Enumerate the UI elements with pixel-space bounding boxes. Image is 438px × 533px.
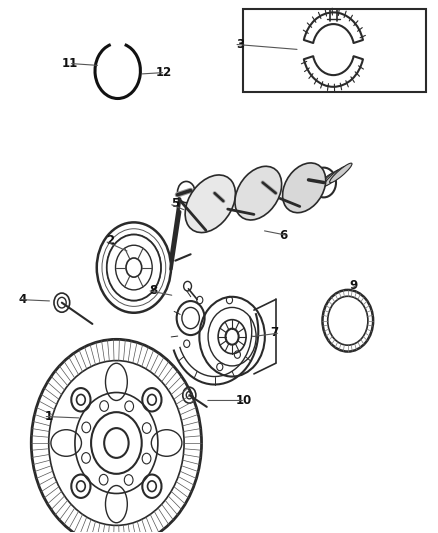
Ellipse shape <box>185 175 235 232</box>
Text: 1: 1 <box>45 410 53 423</box>
Text: 4: 4 <box>19 293 27 306</box>
Ellipse shape <box>318 169 341 189</box>
Ellipse shape <box>235 166 282 220</box>
Ellipse shape <box>330 163 352 183</box>
Bar <box>243 9 426 92</box>
Text: 8: 8 <box>149 284 157 297</box>
Text: 12: 12 <box>155 66 172 79</box>
Text: 3: 3 <box>236 38 244 51</box>
Ellipse shape <box>283 163 326 213</box>
Ellipse shape <box>313 173 335 192</box>
Text: 7: 7 <box>271 326 279 340</box>
Text: 10: 10 <box>236 394 252 407</box>
Text: 11: 11 <box>62 57 78 70</box>
Text: 6: 6 <box>279 229 287 242</box>
Text: 9: 9 <box>349 279 357 292</box>
Text: 2: 2 <box>106 235 114 247</box>
Text: 5: 5 <box>170 197 179 211</box>
Ellipse shape <box>324 166 346 186</box>
